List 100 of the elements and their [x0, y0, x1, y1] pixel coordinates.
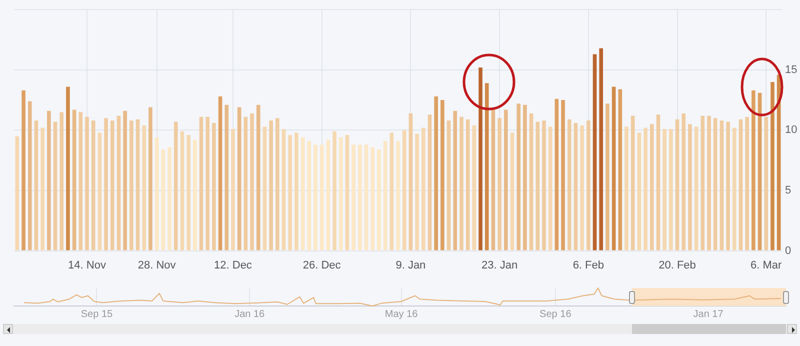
- bar: [752, 90, 756, 250]
- x-tick-label: 6. Mar: [750, 259, 782, 272]
- bar: [694, 126, 698, 250]
- bar: [764, 116, 768, 250]
- bar: [548, 126, 552, 250]
- bar: [446, 120, 451, 250]
- bar: [408, 113, 413, 250]
- bar: [60, 112, 64, 250]
- bar: [504, 110, 508, 250]
- bar: [567, 119, 572, 250]
- bar: [669, 128, 673, 250]
- bar: [561, 100, 565, 250]
- bar: [402, 130, 406, 250]
- bar: [332, 131, 336, 250]
- bar: [237, 107, 242, 250]
- bar: [22, 90, 26, 250]
- bar: [688, 124, 692, 250]
- bar: [491, 110, 496, 250]
- x-tick-label: 6. Feb: [572, 259, 604, 272]
- bar: [440, 100, 444, 250]
- bar: [713, 118, 718, 250]
- y-tick-label: 5: [785, 184, 792, 197]
- bar: [262, 126, 267, 250]
- bar: [498, 118, 502, 250]
- bar: [186, 135, 190, 250]
- bar: [91, 120, 96, 250]
- bar: [338, 137, 343, 250]
- bar: [98, 132, 102, 250]
- bar: [478, 67, 482, 250]
- bar: [618, 89, 622, 250]
- bar: [161, 149, 166, 250]
- bar: [28, 101, 32, 250]
- bar: [624, 126, 628, 250]
- x-tick-label: Sep 16: [540, 308, 572, 320]
- bar: [364, 144, 368, 250]
- bar: [612, 86, 616, 250]
- bar: [47, 110, 51, 250]
- bar: [148, 107, 152, 250]
- bar: [116, 116, 121, 250]
- bar: [637, 132, 642, 250]
- bar: [345, 135, 350, 250]
- bar: [770, 82, 774, 250]
- bar: [15, 136, 20, 250]
- bar: [529, 113, 534, 250]
- bar: [66, 86, 70, 250]
- bar: [218, 96, 222, 250]
- bar: [123, 110, 127, 250]
- bar: [231, 128, 235, 250]
- bar: [415, 134, 419, 250]
- bar: [206, 116, 210, 250]
- bar: [586, 120, 590, 250]
- bar: [758, 92, 762, 250]
- bar: [154, 137, 159, 250]
- bar: [276, 118, 280, 250]
- x-tick-label: 14. Nov: [68, 259, 106, 272]
- x-tick-label: 23. Jan: [482, 259, 518, 272]
- bar: [700, 116, 705, 250]
- bar: [484, 83, 489, 250]
- bar: [536, 122, 540, 250]
- bar: [732, 128, 736, 250]
- x-tick-label: 20. Feb: [658, 259, 696, 272]
- bar: [314, 144, 318, 250]
- bar: [256, 104, 260, 250]
- bar: [307, 141, 312, 250]
- bar: [104, 118, 108, 250]
- bar: [675, 119, 680, 250]
- bar: [383, 141, 388, 250]
- bar: [720, 120, 724, 250]
- y-tick-label: 15: [785, 64, 798, 76]
- bar: [250, 113, 254, 250]
- bar: [662, 128, 666, 250]
- bar: [516, 104, 520, 250]
- bar: [244, 116, 248, 250]
- bar: [53, 122, 58, 250]
- bar: [599, 48, 604, 250]
- bar: [682, 113, 686, 250]
- bar: [656, 114, 660, 250]
- x-tick-label: Jan 17: [693, 308, 724, 320]
- bar: [78, 112, 83, 250]
- bar: [130, 120, 134, 250]
- bar: [136, 119, 140, 250]
- bar: [168, 147, 172, 250]
- bar: [199, 116, 204, 250]
- bar: [180, 131, 184, 250]
- bar: [466, 119, 470, 250]
- bar: [294, 132, 298, 250]
- bar: [72, 110, 76, 250]
- y-tick-label: 10: [785, 124, 798, 136]
- bar: [212, 122, 216, 250]
- bar: [745, 116, 749, 250]
- bar: [358, 144, 362, 250]
- bar: [421, 128, 426, 250]
- bar: [554, 98, 559, 250]
- bar: [738, 119, 743, 250]
- bar: [288, 135, 292, 250]
- bar: [142, 125, 146, 250]
- bar: [110, 120, 114, 250]
- bar: [40, 128, 44, 250]
- bar: [192, 140, 197, 250]
- bar: [352, 144, 356, 250]
